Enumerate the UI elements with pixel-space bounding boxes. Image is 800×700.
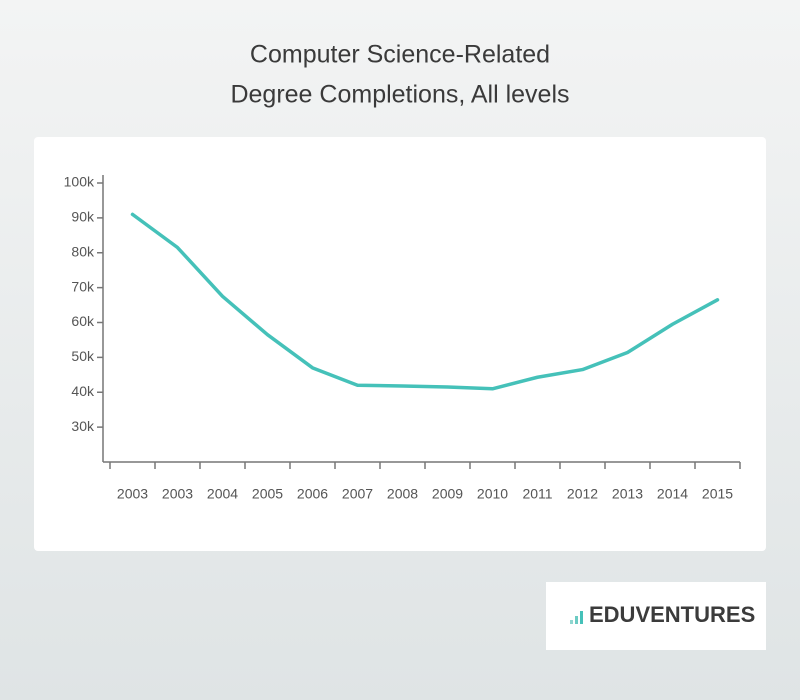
data-line: [130, 212, 720, 391]
x-tick-label: 2010: [477, 486, 508, 502]
y-tick-label: 50k: [71, 348, 95, 364]
x-tick-label: 2011: [522, 486, 552, 502]
logo-text: EDUVENTURES: [589, 602, 755, 627]
x-tick-label: 2007: [342, 486, 373, 502]
y-tick-label: 80k: [71, 243, 95, 259]
y-tick-label: 60k: [71, 313, 95, 329]
chart-title: Computer Science-Related: [250, 41, 550, 69]
logo-icon: [570, 611, 583, 624]
x-tick-label: 2012: [567, 486, 598, 502]
y-tick-label: 30k: [71, 418, 95, 434]
y-tick-label: 40k: [71, 383, 95, 399]
x-tick-label: 2006: [297, 486, 328, 502]
x-tick-label: 2004: [207, 486, 238, 502]
x-tick-label: 2003: [162, 486, 193, 502]
x-tick-label: 2009: [432, 486, 463, 502]
x-tick-label: 2005: [252, 486, 283, 502]
x-tick-label: 2014: [657, 486, 688, 502]
x-tick-label: 2003: [117, 486, 148, 502]
x-tick-label: 2008: [387, 486, 418, 502]
y-tick-label: 90k: [71, 209, 95, 225]
x-tick-label: 2013: [612, 486, 643, 502]
chart-title: Degree Completions, All levels: [230, 81, 569, 109]
chart-card: [34, 137, 766, 551]
x-tick-label: 2015: [702, 486, 733, 502]
y-tick-label: 70k: [71, 278, 95, 294]
y-tick-label: 100k: [64, 174, 95, 190]
